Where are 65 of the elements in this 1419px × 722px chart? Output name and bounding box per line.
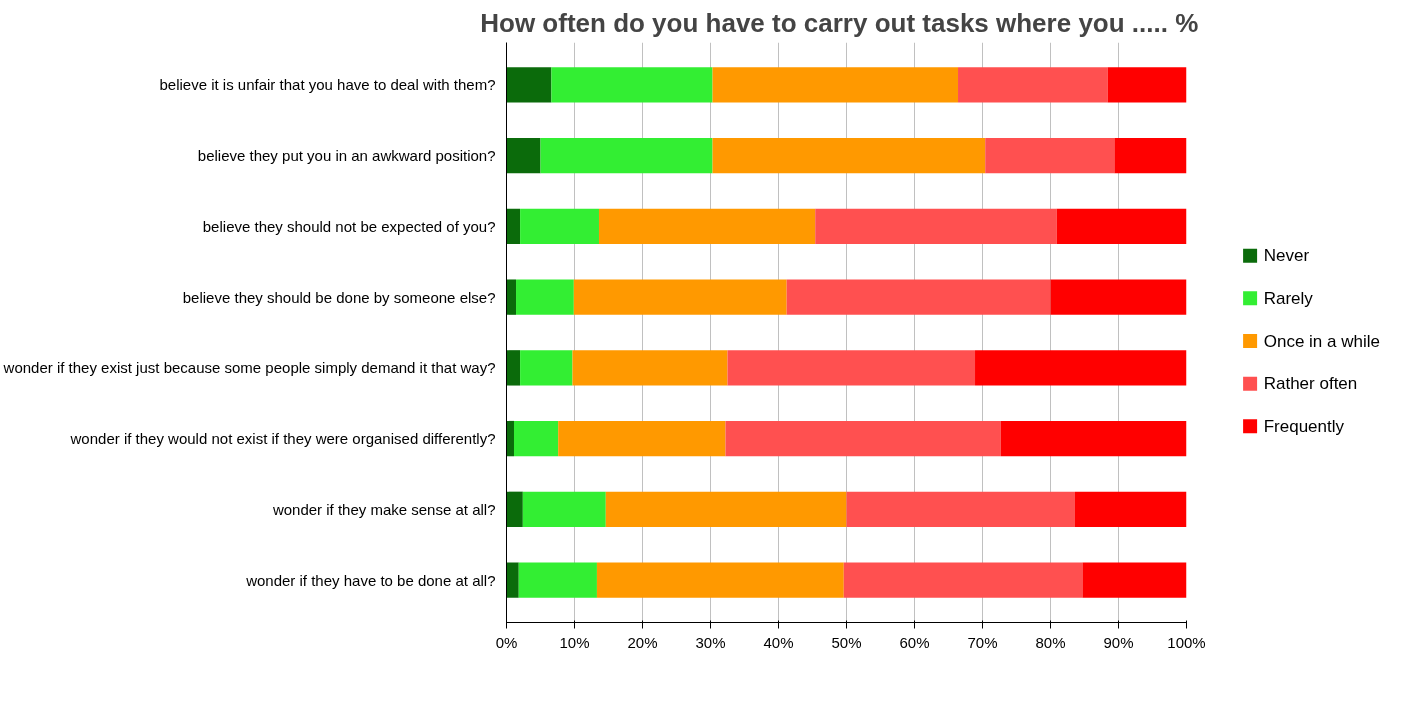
y-tick-label: wonder if they would not exist if they were organised differently? <box>69 430 496 448</box>
bar <box>506 420 514 457</box>
y-tick-label: believe they should not be expected of you? <box>202 217 496 235</box>
bar <box>815 208 1057 245</box>
legend-label: Rarely <box>1263 288 1314 308</box>
bar <box>598 208 816 245</box>
bar <box>727 350 976 386</box>
bar <box>1107 67 1187 103</box>
bar <box>712 67 959 103</box>
legend-label: Frequently <box>1263 416 1345 436</box>
legend-label: Rather often <box>1263 374 1358 394</box>
bar <box>1000 420 1187 457</box>
bar <box>712 137 986 174</box>
y-tick-label: wonder if they make sense at all? <box>271 500 496 518</box>
bar <box>846 491 1075 528</box>
bar <box>506 562 519 598</box>
bar <box>522 491 606 528</box>
x-tick-label: 20% <box>627 633 658 651</box>
x-tick-label: 30% <box>695 633 726 651</box>
x-tick-label: 70% <box>967 633 998 651</box>
bar <box>985 137 1115 174</box>
bar <box>975 350 1187 386</box>
bar <box>558 420 726 457</box>
y-tick-label: believe it is unfair that you have to deal with them? <box>159 76 496 94</box>
bar <box>1114 137 1187 174</box>
bar <box>1074 491 1187 528</box>
bar <box>786 279 1051 315</box>
bar <box>573 279 787 315</box>
chart-title: How often do you have to carry out tasks where you ..... % <box>480 7 1199 38</box>
bar <box>516 279 574 315</box>
x-tick-label: 40% <box>763 633 794 651</box>
x-tick-label: 10% <box>559 633 590 651</box>
x-tick-label: 50% <box>831 633 862 651</box>
bar <box>520 208 599 245</box>
bar <box>520 350 573 386</box>
bar <box>1050 279 1187 315</box>
y-tick-label: believe they put you in an awkward position? <box>197 147 496 165</box>
bar <box>518 562 597 598</box>
x-tick-label: 80% <box>1035 633 1066 651</box>
bar <box>843 562 1083 598</box>
bar <box>958 67 1108 103</box>
bar <box>596 562 844 598</box>
bar <box>506 279 517 315</box>
bar <box>1056 208 1187 245</box>
x-tick-label: 90% <box>1103 633 1134 651</box>
bar <box>506 208 521 245</box>
y-tick-label: wonder if they exist just because some people simply demand it that way? <box>2 359 496 377</box>
y-tick-label: wonder if they have to be done at all? <box>245 571 496 589</box>
bar <box>506 137 541 174</box>
x-tick-label: 60% <box>899 633 930 651</box>
bar <box>1082 562 1187 598</box>
bar <box>506 67 552 103</box>
y-tick-label: believe they should be done by someone else? <box>182 288 496 306</box>
bar <box>540 137 713 174</box>
bar <box>506 350 521 386</box>
legend-label: Once in a while <box>1263 331 1380 351</box>
bar <box>506 491 523 528</box>
bar <box>551 67 713 103</box>
bar <box>513 420 559 457</box>
bar <box>725 420 1001 457</box>
legend-label: Never <box>1263 246 1310 266</box>
x-tick-label: 0% <box>495 633 518 651</box>
x-tick-label: 100% <box>1167 633 1206 651</box>
bar <box>572 350 728 386</box>
bar <box>605 491 847 528</box>
